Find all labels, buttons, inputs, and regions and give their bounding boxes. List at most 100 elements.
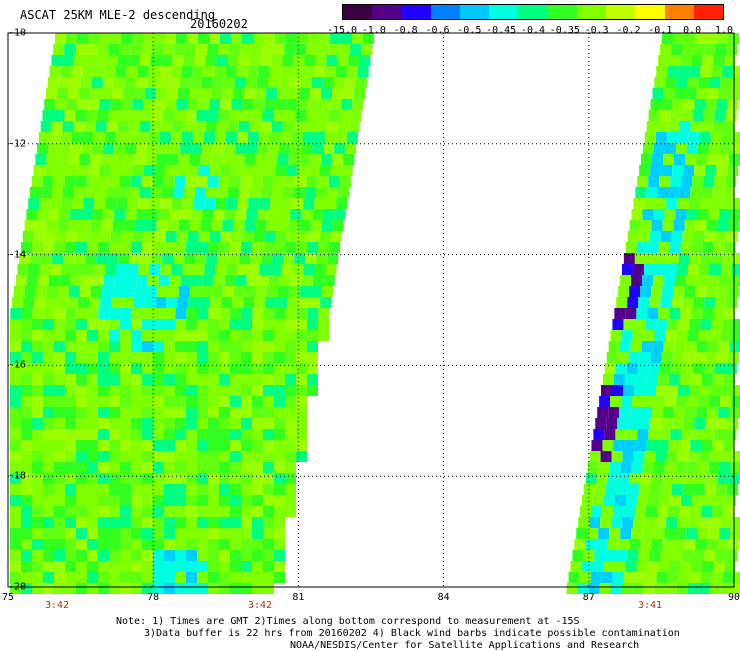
swath-cell: [156, 220, 168, 231]
swath-cell: [87, 462, 98, 473]
swath-cell: [32, 572, 43, 583]
swath-cell: [733, 66, 740, 77]
swath-cell: [32, 407, 43, 418]
swath-cell: [43, 440, 54, 451]
swath-cell: [185, 44, 197, 55]
swath-cell: [65, 385, 76, 396]
swath-cell: [274, 539, 285, 550]
swath-cell: [263, 528, 274, 539]
swath-cell: [258, 132, 270, 143]
swath-cell: [230, 440, 241, 451]
swath-cell: [647, 495, 659, 506]
swath-cell: [264, 99, 276, 110]
swath-cell: [76, 396, 87, 407]
swath-cell: [78, 297, 90, 308]
swath-cell: [635, 506, 647, 517]
swath-cell: [10, 341, 21, 352]
swath-cell: [697, 209, 709, 220]
swath-cell: [97, 176, 109, 187]
swath-cell: [197, 484, 208, 495]
swath-cell: [21, 462, 32, 473]
swath-cell: [274, 462, 285, 473]
swath-cell: [323, 209, 335, 220]
swath-cell: [319, 99, 331, 110]
swath-cell: [684, 220, 696, 231]
swath-cell: [661, 165, 673, 176]
swath-cell: [690, 506, 702, 517]
swath-cell: [677, 451, 689, 462]
swath-cell: [631, 275, 643, 286]
swath-cell: [689, 253, 701, 264]
swath-cell: [637, 363, 649, 374]
swath-cell: [341, 99, 353, 110]
swath-cell: [581, 561, 593, 572]
swath-cell: [164, 528, 175, 539]
swath-cell: [716, 352, 728, 363]
swath-cell: [583, 484, 595, 495]
swath-cell: [705, 99, 717, 110]
swath-cell: [263, 440, 274, 451]
swath-cell: [703, 176, 715, 187]
swath-cell: [60, 66, 72, 77]
swath-cell: [98, 517, 109, 528]
swath-cell: [76, 319, 87, 330]
swath-cell: [224, 143, 236, 154]
swath-cell: [21, 330, 32, 341]
swath-cell: [676, 583, 688, 594]
swath-cell: [158, 275, 170, 286]
swath-cell: [285, 319, 296, 330]
swath-cell: [112, 88, 124, 99]
swath-cell: [26, 275, 38, 286]
swath-cell: [175, 429, 186, 440]
swath-cell: [33, 231, 45, 242]
swath-cell: [328, 176, 340, 187]
swath-cell: [301, 275, 313, 286]
swath-cell: [683, 165, 695, 176]
swath-cell: [65, 319, 76, 330]
swath-cell: [143, 99, 155, 110]
swath-cell: [252, 583, 263, 594]
swath-cell: [112, 220, 124, 231]
swath-cell: [76, 473, 87, 484]
swath-cell: [176, 33, 187, 44]
swath-cell: [21, 528, 32, 539]
swath-cell: [623, 253, 635, 264]
swath-cell: [323, 275, 335, 286]
swath-cell: [37, 275, 49, 286]
swath-cell: [98, 583, 109, 594]
swath-cell: [65, 418, 76, 429]
swath-cell: [723, 187, 735, 198]
swath-cell: [123, 220, 135, 231]
swath-cell: [313, 66, 325, 77]
swath-cell: [277, 286, 289, 297]
swath-cell: [50, 264, 62, 275]
swath-cell: [170, 132, 182, 143]
swath-cell: [605, 550, 617, 561]
swath-cell: [677, 198, 689, 209]
swath-cell: [669, 242, 681, 253]
swath-cell: [48, 143, 60, 154]
swath-cell: [219, 583, 230, 594]
swath-cell: [99, 99, 111, 110]
swath-cell: [253, 231, 265, 242]
swath-cell: [43, 506, 54, 517]
swath-cell: [255, 88, 267, 99]
swath-cell: [697, 528, 709, 539]
swath-cell: [191, 143, 203, 154]
swath-cell: [140, 253, 152, 264]
swath-cell: [197, 352, 208, 363]
swath-cell: [187, 33, 198, 44]
swath-cell: [117, 187, 129, 198]
swath-cell: [654, 396, 666, 407]
swath-cell: [211, 286, 223, 297]
swath-cell: [208, 308, 220, 319]
swath-cell: [15, 275, 27, 286]
swath-cell: [683, 99, 695, 110]
swath-cell: [110, 99, 122, 110]
swath-cell: [208, 330, 219, 341]
swath-cell: [109, 385, 120, 396]
swath-cell: [252, 506, 263, 517]
swath-cell: [273, 176, 285, 187]
swath-cell: [595, 418, 607, 429]
swath-cell: [341, 33, 352, 44]
